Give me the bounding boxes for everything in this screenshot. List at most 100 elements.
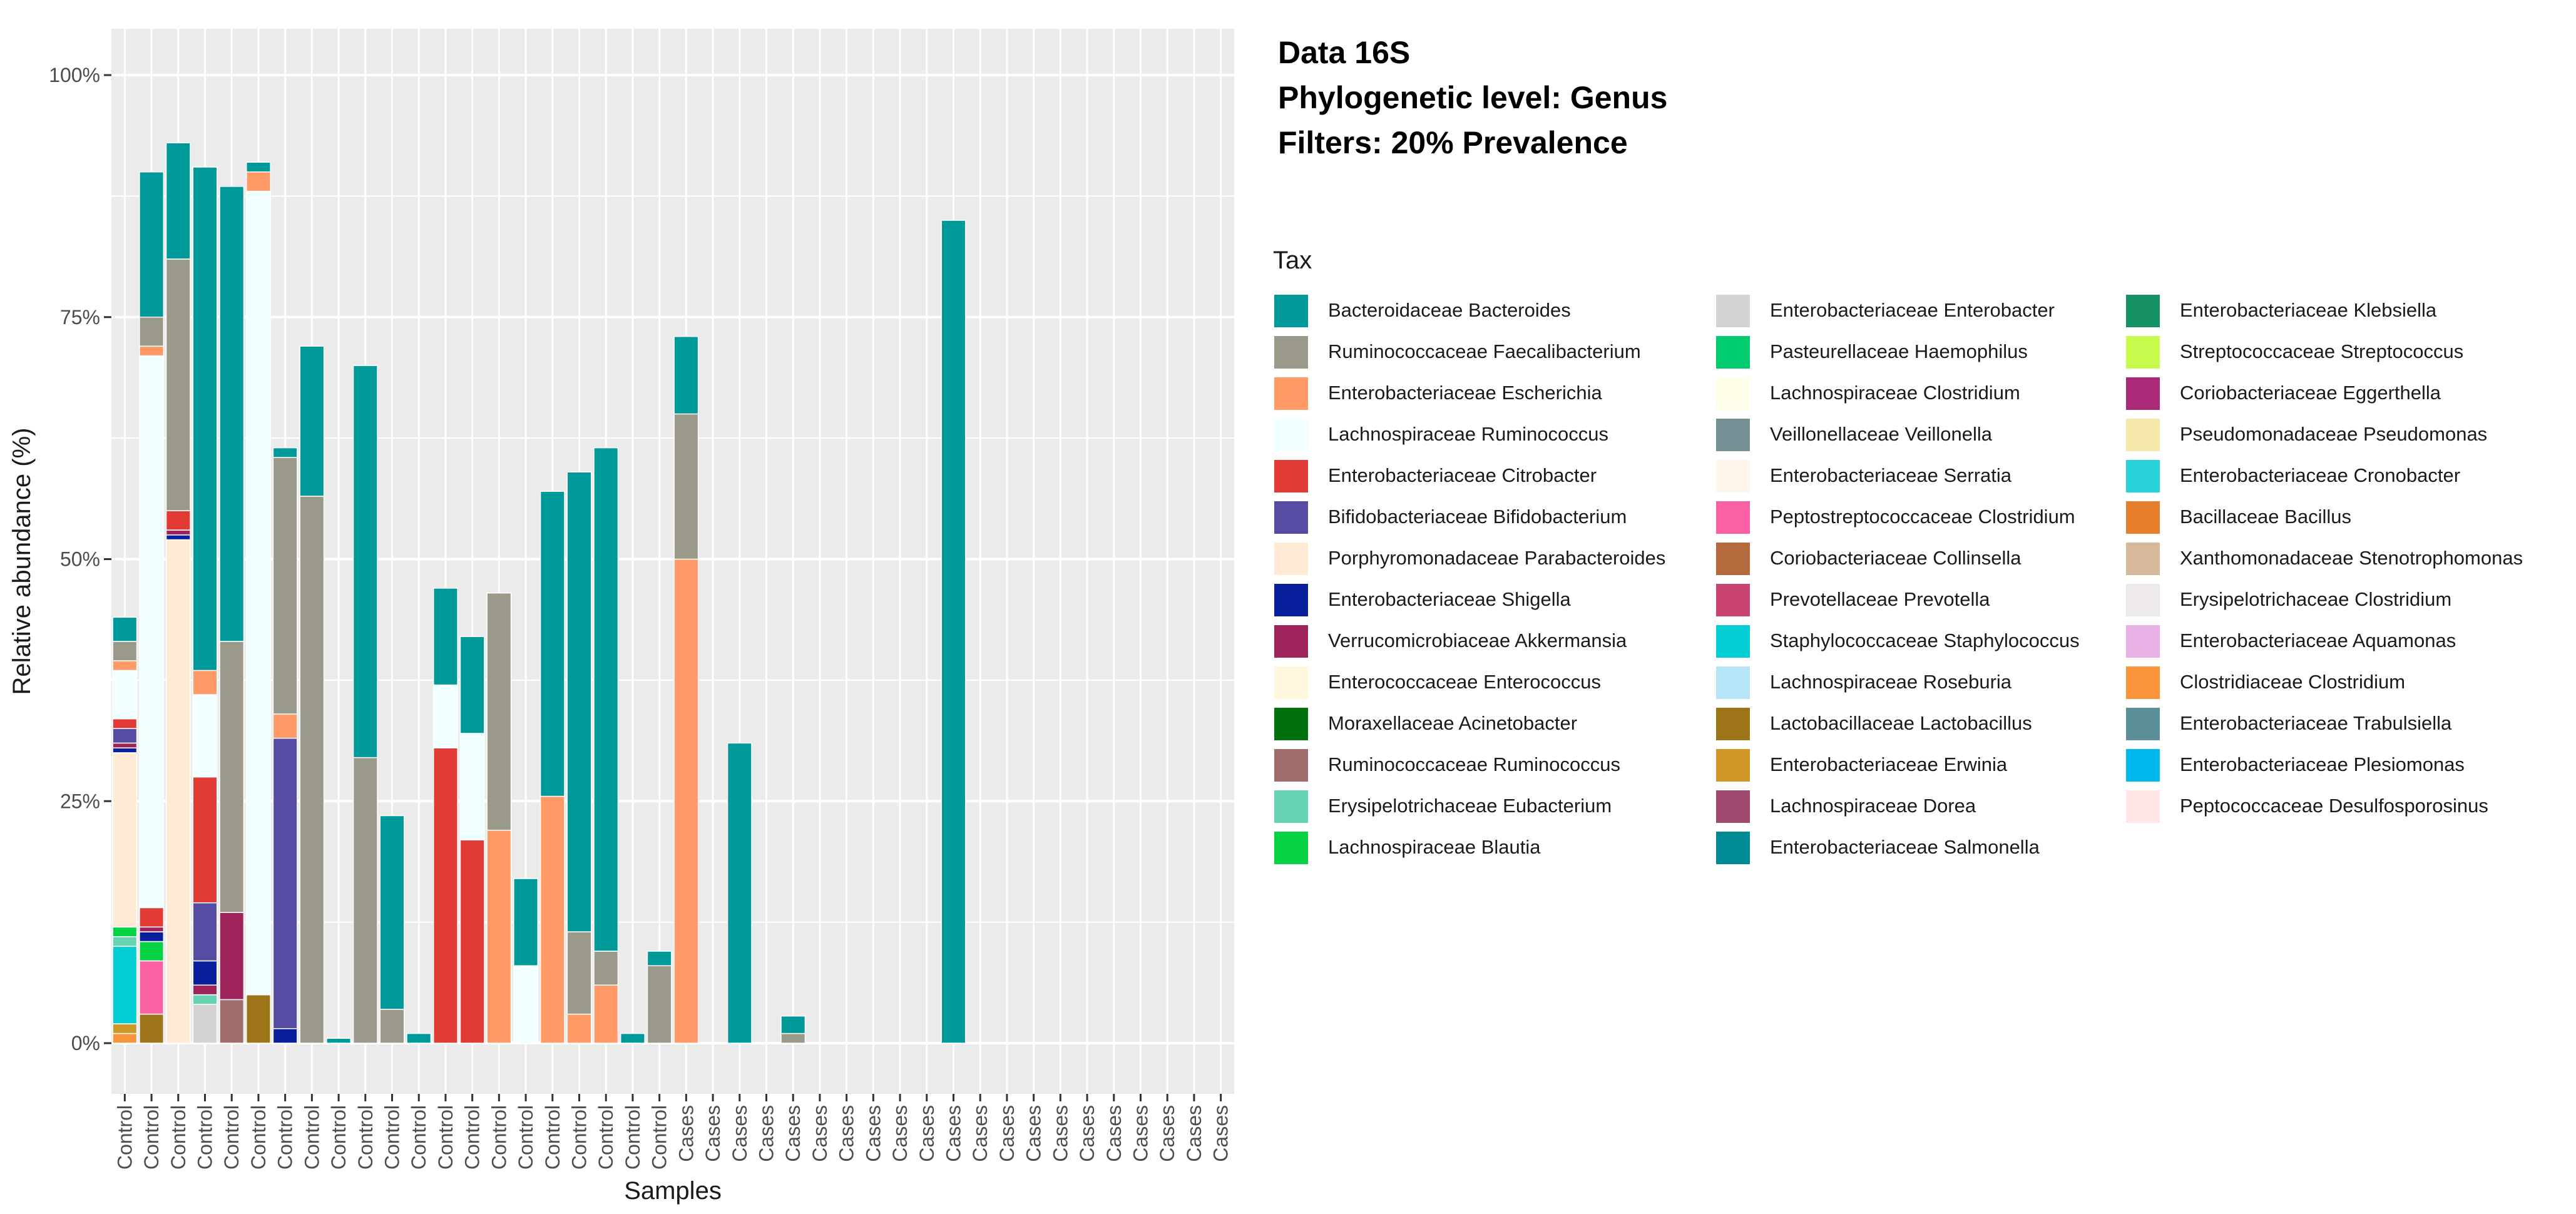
x-tick-label: Cases [1103, 1105, 1125, 1162]
legend-label: Pseudomonadaceae Pseudomonas [2180, 423, 2488, 445]
bars [112, 142, 966, 1044]
bar-stack-32 [941, 220, 966, 1044]
legend-swatch [1715, 706, 1751, 742]
legend-label: Lachnospiraceae Clostridium [1770, 382, 2020, 404]
bar-segment [112, 742, 138, 748]
bar-segment [727, 742, 752, 1044]
bar-segment [112, 946, 138, 1024]
bar-stack-5 [219, 186, 245, 1044]
title-line-1: Data 16S [1278, 35, 1411, 70]
legend-label: Lachnospiraceae Ruminococcus [1328, 423, 1609, 445]
bar-stack-1 [112, 616, 138, 1044]
bar-segment [139, 345, 165, 357]
bar-segment [112, 752, 138, 928]
x-tick-label: Control [568, 1105, 591, 1170]
x-tick-label: Control [300, 1105, 323, 1170]
x-tick-label: Cases [1156, 1105, 1178, 1162]
legend-swatch [1273, 541, 1309, 576]
x-tick-label: Control [621, 1105, 644, 1170]
bar-segment [139, 355, 165, 909]
bar-segment [432, 747, 458, 1044]
bar-segment [593, 951, 619, 986]
x-tick-label: Cases [1023, 1105, 1045, 1162]
bar-segment [272, 737, 298, 1029]
legend-swatch [1715, 376, 1751, 411]
bar-segment [566, 931, 592, 1015]
legend-swatch [2125, 748, 2161, 783]
title-line-3: Filters: 20% Prevalence [1278, 125, 1628, 160]
legend-swatch [1715, 541, 1751, 576]
legend-swatch [1273, 748, 1309, 783]
bar-segment [165, 510, 191, 531]
bar-stack-11 [379, 815, 405, 1044]
y-tick-label: 100% [49, 64, 100, 86]
bar-segment [192, 776, 218, 904]
legend-swatch [1715, 417, 1751, 452]
y-tick-label: 0% [71, 1032, 100, 1054]
bar-segment [112, 936, 138, 947]
bar-segment [139, 960, 165, 1015]
bar-segment [112, 1033, 138, 1044]
bar-segment [192, 994, 218, 1005]
legend-swatch [1273, 500, 1309, 535]
bar-segment [139, 907, 165, 928]
bar-segment [245, 190, 271, 996]
bar-segment [219, 999, 245, 1044]
x-tick-label: Cases [675, 1105, 697, 1162]
bar-stack-26 [780, 1015, 806, 1044]
legend-label: Peptococcaceae Desulfosporosinus [2180, 795, 2488, 817]
bar-segment [192, 984, 218, 996]
bar-segment [539, 795, 565, 1044]
bar-segment [165, 142, 191, 260]
legend-swatch [1273, 376, 1309, 411]
legend-label: Veillonellaceae Veillonella [1770, 423, 1993, 445]
legend-swatch [1273, 665, 1309, 700]
legend-swatch [1273, 830, 1309, 865]
legend-swatch [1273, 624, 1309, 659]
legend-label: Peptostreptococcaceae Clostridium [1770, 506, 2075, 528]
bar-segment [379, 815, 405, 1010]
legend-label: Pasteurellaceae Haemophilus [1770, 340, 2028, 362]
bar-segment [192, 1004, 218, 1044]
x-tick-label: Control [407, 1105, 430, 1170]
legend-label: Enterobacteriaceae Enterobacter [1770, 299, 2055, 321]
bar-segment [486, 829, 512, 1044]
legend-label: Enterobacteriaceae Serratia [1770, 464, 2012, 486]
chart-title-block: Data 16S Phylogenetic level: Genus Filte… [1278, 30, 1667, 165]
x-tick-label: Control [514, 1105, 537, 1170]
legend-label: Ruminococcaceae Faecalibacterium [1328, 340, 1641, 362]
legend-label: Enterobacteriaceae Salmonella [1770, 836, 2040, 858]
legend-swatch [1273, 417, 1309, 452]
x-tick-label: Control [354, 1105, 377, 1170]
legend-label: Enterobacteriaceae Trabulsiella [2180, 712, 2452, 734]
legend-label: Verrucomicrobiaceae Akkermansia [1328, 630, 1627, 651]
legend-swatch [1715, 665, 1751, 700]
bar-segment [299, 345, 325, 497]
legend-label: Coriobacteriaceae Collinsella [1770, 547, 2021, 569]
bar-stack-18 [566, 471, 592, 1044]
y-axis-title: Relative abundance (%) [8, 428, 36, 695]
bar-stack-16 [513, 878, 539, 1044]
bar-segment [112, 1023, 138, 1034]
legend-label: Lachnospiraceae Roseburia [1770, 671, 2012, 693]
x-tick-label: Cases [836, 1105, 858, 1162]
legend-label: Erysipelotrichaceae Eubacterium [1328, 795, 1612, 817]
x-tick-label: Control [541, 1105, 564, 1170]
bar-stack-4 [192, 166, 218, 1044]
x-tick-label: Cases [1183, 1105, 1205, 1162]
y-tick-label: 50% [60, 548, 100, 571]
x-tick-label: Cases [755, 1105, 778, 1162]
x-tick-label: Cases [809, 1105, 831, 1162]
x-tick-label: Control [648, 1105, 671, 1170]
bar-segment [780, 1033, 806, 1044]
y-tick-label: 75% [60, 306, 100, 329]
bar-segment [513, 878, 539, 966]
bar-segment [112, 926, 138, 937]
bar-segment [219, 641, 245, 913]
bar-segment [352, 365, 378, 758]
x-tick-label: Control [194, 1105, 217, 1170]
x-tick-label: Cases [702, 1105, 724, 1162]
bar-segment [780, 1015, 806, 1034]
legend-label: Lachnospiraceae Blautia [1328, 836, 1541, 858]
